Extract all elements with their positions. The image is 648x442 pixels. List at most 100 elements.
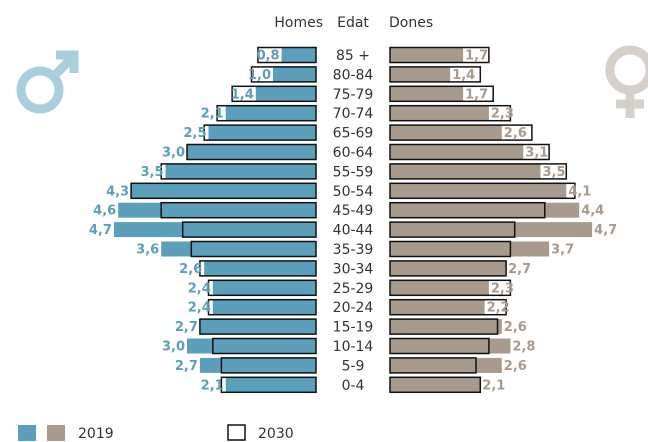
bar-men-2019: [199, 357, 316, 373]
age-label: 25-29: [333, 281, 374, 297]
bar-men-2030: [250, 66, 317, 83]
value-label-women: 1,7: [465, 87, 488, 102]
value-label-women: 2,6: [504, 359, 527, 374]
age-label: 5-9: [342, 358, 365, 374]
bar-men-2019: [225, 377, 316, 393]
age-label: 40-44: [333, 223, 374, 239]
bar-men-2030: [220, 376, 317, 394]
bar-men-2030: [181, 221, 317, 238]
value-label-men: 3,6: [136, 243, 159, 258]
value-label-women: 2,6: [504, 126, 527, 141]
bar-men-2030: [212, 337, 317, 355]
bar-men-2019: [281, 47, 316, 63]
value-label-men: 3,0: [162, 340, 185, 355]
women-title: Dones: [389, 15, 433, 31]
value-label-men: 3,5: [140, 165, 163, 180]
value-label-women: 4,4: [581, 204, 604, 219]
age-label: 10-14: [333, 339, 374, 355]
bar-men-2030: [199, 318, 317, 335]
bar-men-2030: [160, 201, 317, 219]
bar-women-2019: [390, 280, 489, 296]
age-label: 50-54: [333, 184, 374, 200]
bar-women-2030: [389, 85, 494, 103]
bar-men-2030: [203, 124, 317, 141]
age-label: 60-64: [333, 145, 374, 161]
bar-men-2019: [273, 66, 316, 82]
male-symbol: [16, 50, 79, 114]
bar-men-2030: [216, 104, 317, 122]
bar-women-2030: [389, 46, 490, 64]
bar-women-2030: [389, 260, 507, 277]
value-label-men: 2,1: [201, 107, 224, 122]
bar-women-2019: [390, 125, 502, 141]
bar-women-2019: [390, 47, 464, 63]
value-label-women: 2,8: [512, 340, 535, 355]
bar-women-2030: [389, 124, 533, 141]
bar-women-2019: [390, 338, 511, 354]
bar-women-2030: [389, 240, 512, 258]
bar-men-2019: [165, 163, 316, 179]
bar-men-2019: [208, 125, 316, 141]
age-label: 30-34: [333, 261, 374, 277]
bar-women-2019: [390, 105, 489, 121]
value-label-women: 4,1: [568, 184, 591, 199]
bar-women-2030: [389, 143, 550, 161]
bar-men-2019: [255, 86, 316, 102]
bar-women-2019: [390, 183, 567, 199]
value-label-women: 3,5: [543, 165, 566, 180]
bar-women-2030: [389, 318, 499, 335]
bar-men-2019: [131, 183, 316, 199]
value-label-women: 3,1: [525, 146, 548, 161]
value-label-men: 2,6: [179, 262, 202, 277]
bar-women-2019: [390, 319, 502, 335]
bar-men-2030: [199, 260, 317, 277]
bar-women-2030: [389, 104, 512, 122]
value-label-women: 1,7: [465, 49, 488, 64]
age-label: 35-39: [333, 242, 374, 258]
bar-men-2030: [186, 143, 317, 161]
value-label-women: 2,3: [491, 281, 514, 296]
bar-men-2019: [212, 280, 316, 296]
bar-men-2019: [204, 260, 316, 276]
legend-label: 2019: [78, 426, 114, 442]
bar-men-2019: [113, 222, 317, 238]
bar-men-2030: [207, 298, 317, 316]
age-label: 55-59: [333, 164, 374, 180]
value-label-men: 2,1: [201, 378, 224, 393]
value-label-men: 2,5: [183, 126, 206, 141]
age-label: 80-84: [333, 67, 374, 83]
axis-title: Edat: [337, 15, 369, 31]
bar-men-2030: [160, 163, 317, 180]
value-label-men: 2,4: [188, 281, 211, 296]
bar-women-2019: [390, 299, 485, 315]
age-label: 0-4: [342, 378, 365, 394]
value-label-women: 2,2: [487, 301, 510, 316]
bar-women-2030: [389, 298, 507, 316]
value-label-women: 1,4: [452, 68, 475, 83]
bar-men-2030: [130, 182, 317, 200]
value-label-women: 2,6: [504, 320, 527, 335]
age-label: 75-79: [333, 87, 374, 103]
age-label: 85 +: [336, 48, 370, 64]
bar-men-2030: [257, 46, 317, 64]
bar-women-2019: [390, 222, 593, 238]
bar-men-2019: [212, 299, 316, 315]
bar-women-2030: [389, 163, 568, 180]
bar-men-2019: [199, 319, 316, 335]
legend-swatch-women: [47, 425, 65, 441]
bar-women-2019: [390, 202, 580, 218]
bar-women-2019: [390, 86, 464, 102]
bar-men-2030: [231, 85, 317, 103]
value-label-women: 3,7: [551, 243, 574, 258]
bar-men-2019: [187, 144, 316, 160]
bar-women-2019: [390, 377, 481, 393]
value-label-men: 2,4: [188, 301, 211, 316]
value-label-women: 2,1: [482, 378, 505, 393]
value-label-men: 2,7: [175, 359, 198, 374]
bar-men-2019: [225, 105, 316, 121]
age-label: 70-74: [333, 106, 374, 122]
age-label: 20-24: [333, 300, 374, 316]
value-label-men: 4,7: [89, 223, 112, 238]
female-symbol: [605, 45, 648, 118]
